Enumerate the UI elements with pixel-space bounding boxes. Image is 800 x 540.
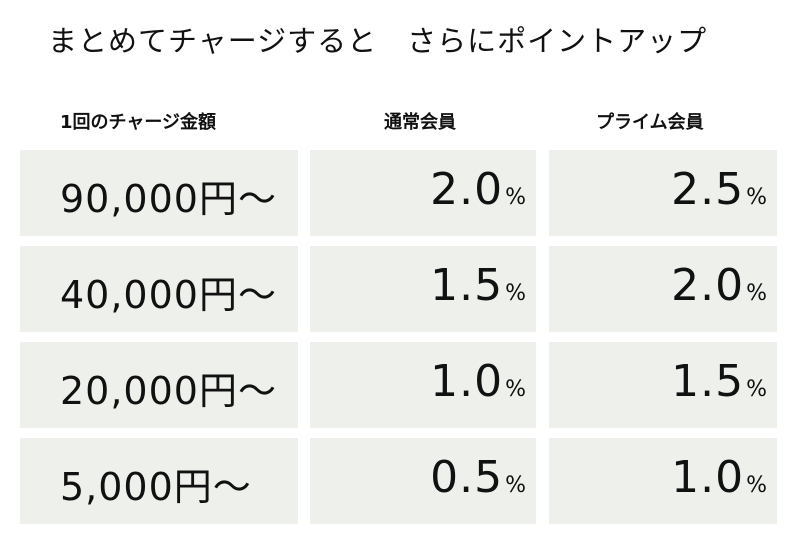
header-prime-member: プライム会員 <box>596 112 704 133</box>
prime-rate-cell: 1.0% <box>549 438 777 524</box>
rate-value: 2.0 <box>671 260 745 311</box>
rate-value: 2.5 <box>671 164 745 215</box>
percent-sign: % <box>505 185 526 210</box>
rate-value: 2.0 <box>430 164 504 215</box>
header-regular-member: 通常会員 <box>384 112 456 133</box>
regular-rate: 1.5% <box>430 260 526 311</box>
percent-sign: % <box>746 185 767 210</box>
header-charge-amount: 1回のチャージ金額 <box>60 112 216 133</box>
regular-rate-cell: 1.0% <box>310 342 536 428</box>
charge-amount: 20,000円～ <box>60 369 277 413</box>
table-row: 90,000円～ 2.0% 2.5% <box>0 150 800 236</box>
charge-amount: 40,000円～ <box>60 273 277 317</box>
amount-cell: 20,000円～ <box>20 342 298 428</box>
regular-rate: 2.0% <box>430 164 526 215</box>
prime-rate: 1.0% <box>671 452 767 503</box>
rate-value: 1.0 <box>671 452 745 503</box>
percent-sign: % <box>746 281 767 306</box>
table-header: 1回のチャージ金額 通常会員 プライム会員 <box>0 108 800 136</box>
prime-rate: 1.5% <box>671 356 767 407</box>
table-row: 20,000円～ 1.0% 1.5% <box>0 342 800 428</box>
rate-value: 1.5 <box>671 356 745 407</box>
amount-cell: 40,000円～ <box>20 246 298 332</box>
amount-cell: 90,000円～ <box>20 150 298 236</box>
rate-value: 1.5 <box>430 260 504 311</box>
percent-sign: % <box>505 473 526 498</box>
charge-amount: 90,000円～ <box>60 177 277 221</box>
table-row: 40,000円～ 1.5% 2.0% <box>0 246 800 332</box>
prime-rate: 2.5% <box>671 164 767 215</box>
prime-rate: 2.0% <box>671 260 767 311</box>
rate-value: 0.5 <box>430 452 504 503</box>
table-row: 5,000円～ 0.5% 1.0% <box>0 438 800 524</box>
percent-sign: % <box>505 281 526 306</box>
regular-rate: 1.0% <box>430 356 526 407</box>
regular-rate-cell: 2.0% <box>310 150 536 236</box>
amount-cell: 5,000円～ <box>20 438 298 524</box>
percent-sign: % <box>746 377 767 402</box>
prime-rate-cell: 2.0% <box>549 246 777 332</box>
rate-value: 1.0 <box>430 356 504 407</box>
regular-rate-cell: 1.5% <box>310 246 536 332</box>
prime-rate-cell: 2.5% <box>549 150 777 236</box>
regular-rate: 0.5% <box>430 452 526 503</box>
charge-amount: 5,000円～ <box>60 465 252 509</box>
prime-rate-cell: 1.5% <box>549 342 777 428</box>
regular-rate-cell: 0.5% <box>310 438 536 524</box>
percent-sign: % <box>505 377 526 402</box>
page-title: まとめてチャージすると さらにポイントアップ <box>48 24 708 58</box>
percent-sign: % <box>746 473 767 498</box>
